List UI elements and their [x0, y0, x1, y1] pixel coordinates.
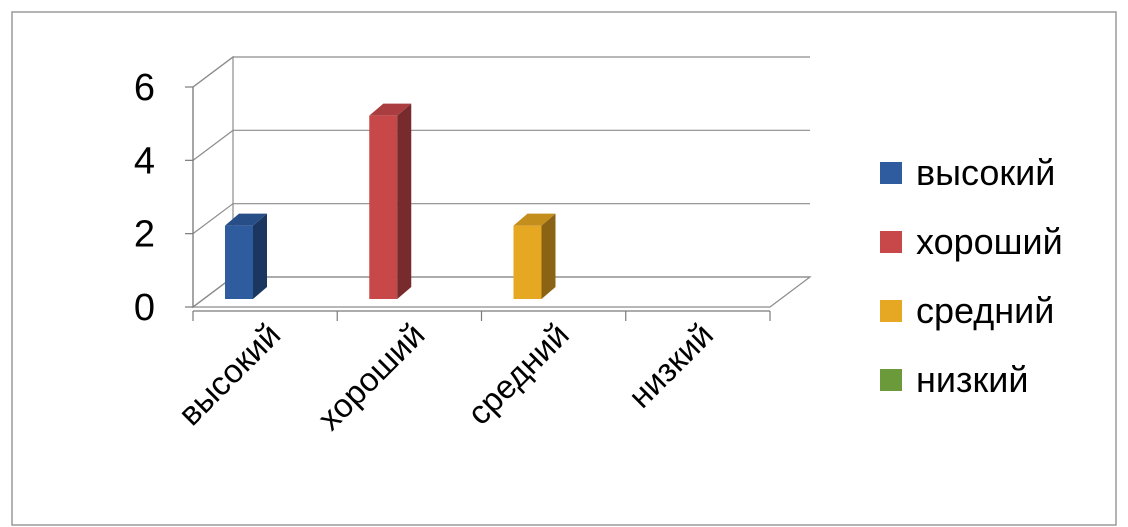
gridline: [192, 203, 810, 235]
gridline: [192, 129, 810, 161]
legend-label: хороший: [916, 221, 1063, 262]
legend-swatch: [880, 369, 902, 391]
bar-side: [253, 213, 267, 299]
bars: [225, 103, 556, 300]
y-tick-label: 4: [134, 140, 155, 182]
bar: [369, 103, 412, 300]
bar-side: [541, 213, 556, 299]
legend-swatch: [880, 231, 902, 253]
bar-front: [513, 225, 542, 299]
y-tick-label: 6: [134, 67, 155, 109]
legend-item: хороший: [880, 221, 1063, 262]
legend-label: низкий: [916, 359, 1028, 400]
bar-front: [369, 115, 398, 300]
bar: [513, 213, 556, 299]
legend: высокий хороший средний низкий: [880, 152, 1063, 400]
bar-front: [225, 225, 253, 299]
bar: [225, 213, 267, 299]
bar-top: [513, 213, 556, 226]
legend-label: средний: [916, 290, 1054, 331]
legend-label: высокий: [916, 152, 1055, 193]
y-axis: 0 2 4 6: [134, 67, 194, 329]
bar-top: [369, 103, 412, 116]
legend-item: низкий: [880, 359, 1028, 400]
legend-swatch: [880, 162, 902, 184]
legend-swatch: [880, 300, 902, 322]
legend-item: средний: [880, 290, 1054, 331]
y-tick-label: 0: [134, 287, 155, 329]
y-tick-label: 2: [134, 214, 155, 256]
legend-item: высокий: [880, 152, 1055, 193]
chart-border: [11, 11, 1117, 526]
bar-top: [225, 213, 267, 226]
gridline: [192, 56, 810, 88]
bar-side: [397, 103, 412, 300]
